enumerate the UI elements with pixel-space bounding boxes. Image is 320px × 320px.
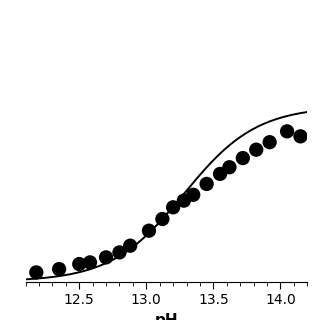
- Point: [191, 192, 196, 197]
- Point: [57, 267, 62, 272]
- Point: [34, 270, 39, 275]
- Point: [218, 171, 223, 176]
- Point: [284, 129, 290, 134]
- Point: [298, 134, 303, 139]
- Point: [103, 255, 108, 260]
- Point: [254, 147, 259, 152]
- Point: [267, 140, 272, 145]
- Point: [87, 260, 92, 265]
- Point: [77, 261, 82, 267]
- Point: [181, 198, 186, 203]
- Point: [171, 205, 176, 210]
- Point: [117, 250, 122, 255]
- Point: [147, 228, 152, 233]
- Point: [227, 165, 232, 170]
- Point: [128, 243, 133, 248]
- Point: [160, 216, 165, 221]
- Point: [204, 181, 209, 187]
- Point: [240, 156, 245, 161]
- X-axis label: pH: pH: [155, 313, 178, 320]
